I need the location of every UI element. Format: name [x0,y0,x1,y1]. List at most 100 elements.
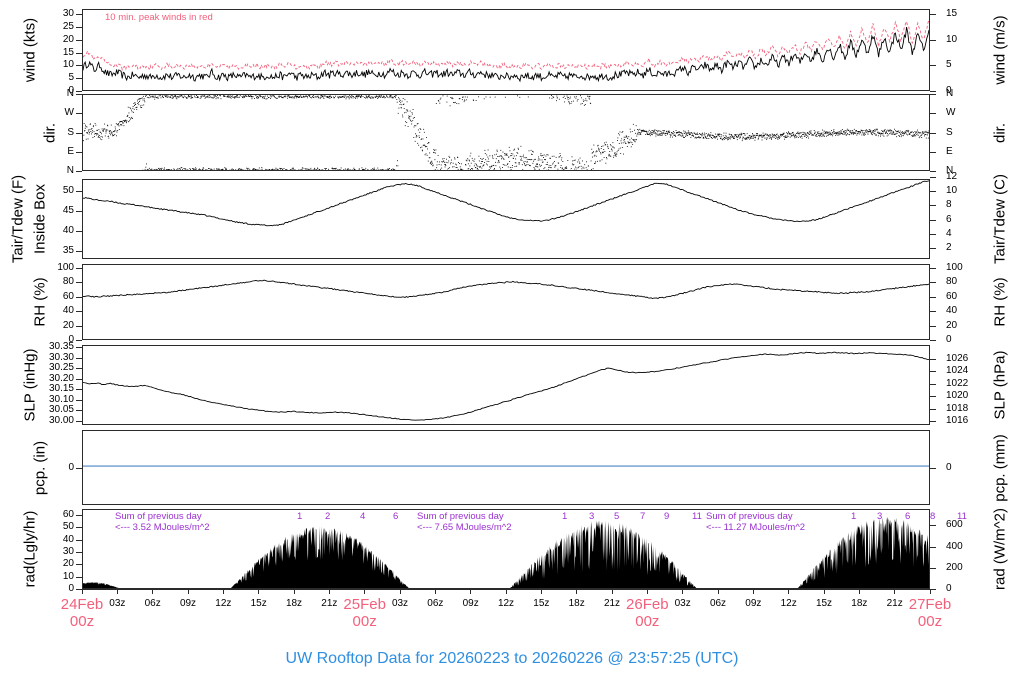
axis-tick-mark [76,251,82,252]
axis-tick-mark [930,358,936,360]
axis-tick-mark [930,65,936,67]
x-axis-tick [328,589,330,594]
axis-tick-mark [76,94,82,95]
axis-tick-label-dir-left: N [66,88,74,99]
axis-tick-label-slp-right: 1018 [946,402,969,414]
x-axis-hour-label: 18z [851,598,868,609]
axis-tick-mark [76,151,82,153]
axis-title-temp-left: Tair/Tdew (F) [9,174,27,264]
axis-tick-mark [76,132,82,134]
x-axis-tick [152,589,154,594]
axis-tick-label-rad-left: 40 [62,533,74,545]
rad-sum-heading-3: Sum of previous day [706,511,793,522]
axis-title-rad-right: rad (W/m^2) [991,507,1009,591]
axis-tick-mark [76,267,82,269]
axis-tick-label-slp-right: 1026 [946,352,969,364]
axis-tick-label-pcp-right: 0 [946,461,952,473]
axis-tick-label-pcp-left: 0 [68,461,74,473]
x-axis-day-label: 25Feb 00z [343,596,386,630]
axis-title-pcp-right: pcp. (mm) [991,433,1009,502]
axis-tick-label-rh-left: 20 [62,319,74,331]
x-axis-tick [858,589,860,594]
x-axis-tick [576,589,578,594]
axis-tick-label-rh-right: 60 [946,290,958,302]
axis-tick-label-rh-left: 80 [62,276,74,288]
axis-tick-label-dir-left: W [64,107,74,119]
axis-tick-label-slp-left: 30.25 [48,362,74,374]
x-axis-hour-label: 21z [321,598,338,609]
axis-tick-mark [76,340,82,341]
slp-plot [83,351,929,421]
axis-tick-label-slp-left: 30.00 [48,414,74,426]
rad-hour-tick-2-3: 5 [614,511,620,522]
x-axis-hour-label: 12z [497,598,515,609]
axis-tick-mark [930,248,936,250]
axis-tick-mark [76,347,82,349]
x-axis-tick [222,589,224,594]
rad-hour-tick-3-3: 6 [905,511,911,522]
axis-tick-label-dir-right: N [946,165,954,176]
axis-tick-label-temp-right: 12 [946,170,958,182]
axis-tick-label-slp-right: 1016 [946,415,969,427]
axis-tick-label-dir-right: S [946,126,953,138]
x-axis-hour-label: 12z [780,598,797,609]
panel-wind [82,9,930,91]
x-axis-hour-label: 06z [144,598,161,609]
radiation-plot [83,517,929,588]
panel-radiation [82,509,930,589]
rad-sum-value-2: <--- 7.65 MJoules/m^2 [417,522,512,533]
axis-tick-label-wind-left: 15 [62,46,74,58]
axis-tick-label-rh-right: 40 [946,305,958,317]
rad-hour-tick-2-6: 11 [692,511,702,522]
x-axis-tick [611,589,613,594]
axis-tick-label-slp-left: 30.15 [48,383,74,395]
rad-hour-tick-1-3: 4 [360,511,366,522]
axis-tick-mark [76,282,82,284]
axis-tick-label-rh-right: 80 [946,276,958,288]
axis-tick-mark [76,357,82,359]
axis-tick-label-rh-left: 100 [57,261,74,273]
peak-wind-annotation: 10 min. peak winds in red [105,12,213,23]
axis-tick-label-rad-left: 30 [62,546,74,558]
axis-tick-label-wind-right: 0 [946,85,952,96]
x-axis-tick [823,589,825,594]
x-axis-hour-label: 06z [427,598,444,609]
rad-sum-heading-2: Sum of previous day [417,511,504,522]
rad-hour-tick-2-4: 7 [640,511,646,522]
axis-title-rh-right: RH (%) [991,277,1009,327]
x-axis-tick [540,589,542,594]
rad-hour-tick-1-1: 1 [297,511,303,522]
x-axis-tick [81,589,83,594]
x-axis-tick [470,589,472,594]
direction-plot [83,95,929,170]
axis-tick-label-rad-left: 50 [62,521,74,533]
axis-tick-mark [76,65,82,67]
axis-tick-mark [76,389,82,391]
axis-tick-mark [76,552,82,554]
axis-tick-label-temp-right: 4 [946,228,952,239]
axis-tick-mark [76,191,82,192]
x-axis-hour-label: 09z [462,598,479,609]
panel-temperature [82,179,930,259]
axis-tick-label-wind-right: 5 [946,59,952,71]
x-axis-hour-label: 06z [709,598,727,609]
x-axis-hour-label: 03z [674,598,691,609]
axis-tick-mark [76,78,82,80]
axis-tick-label-rh-left: 0 [68,334,74,345]
axis-tick-label-temp-right: 8 [946,199,952,211]
axis-tick-mark [76,91,82,92]
panel-precipitation [82,430,930,505]
axis-tick-mark [930,383,936,385]
axis-tick-mark [930,267,936,269]
x-axis-tick [258,589,260,594]
x-axis-tick [752,589,754,594]
axis-tick-label-rad-left: 10 [62,570,74,582]
axis-tick-mark [76,26,82,28]
rad-hour-tick-2-5: 9 [664,511,670,522]
axis-title-rh-left: RH (%) [31,277,49,327]
x-axis-tick [434,589,436,594]
axis-tick-mark [76,467,82,469]
panel-direction [82,94,930,171]
axis-tick-mark [76,14,82,16]
